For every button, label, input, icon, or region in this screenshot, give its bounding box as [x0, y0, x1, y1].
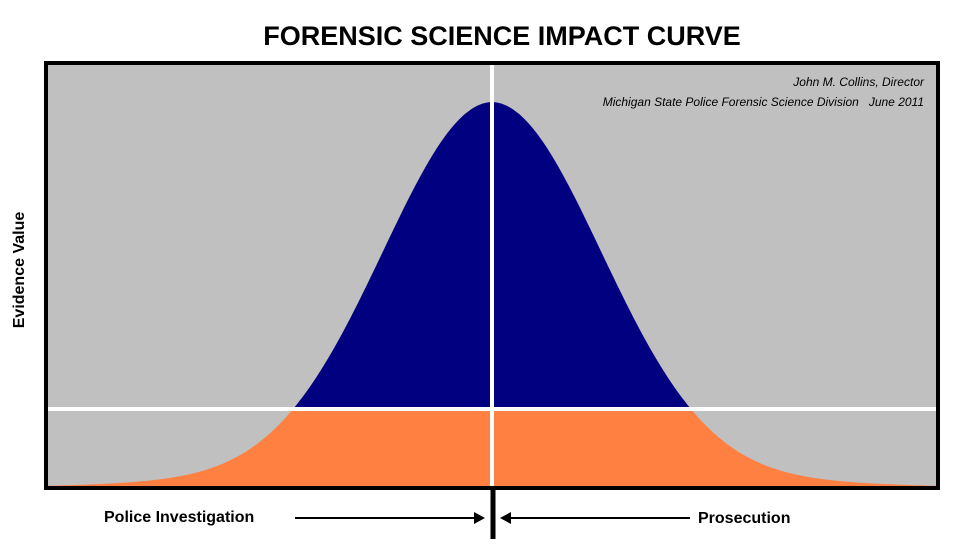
y-axis-label: Evidence Value: [11, 212, 28, 329]
arrow-right-head: [500, 512, 511, 524]
arrow-left-head: [474, 512, 485, 524]
x-label-right: Prosecution: [698, 510, 790, 527]
annotation: John M. Collins, Director: [792, 75, 925, 89]
title: FORENSIC SCIENCE IMPACT CURVE: [263, 21, 741, 51]
annotation: Michigan State Police Forensic Science D…: [603, 95, 924, 109]
x-label-left: Police Investigation: [104, 509, 254, 526]
